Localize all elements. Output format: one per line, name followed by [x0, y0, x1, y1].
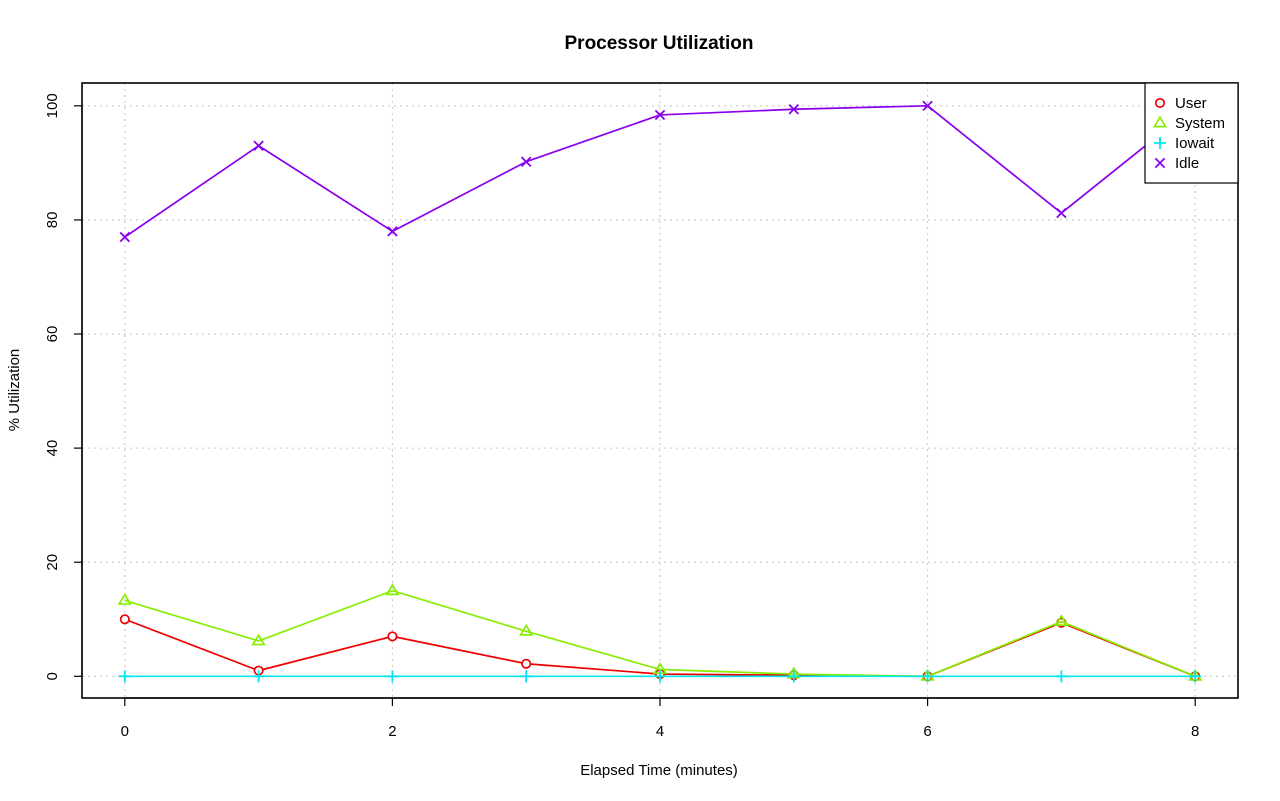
data-point-iowait	[921, 670, 934, 683]
x-axis: 0 2 4 6 8	[121, 697, 1199, 740]
data-point-user	[119, 614, 130, 625]
y-axis-label: % Utilization	[6, 349, 23, 432]
y-tick-label: 60	[44, 326, 61, 343]
data-point-system	[251, 633, 266, 646]
series-lines	[117, 100, 1203, 683]
data-point-iowait	[386, 670, 399, 683]
legend-label-iowait: Iowait	[1175, 135, 1215, 152]
x-tick-label: 0	[121, 723, 129, 740]
data-point-system	[385, 583, 400, 596]
y-tick-label: 20	[44, 554, 61, 571]
data-point-iowait	[787, 670, 800, 683]
data-point-idle	[119, 231, 131, 243]
data-point-idle	[788, 104, 800, 115]
data-point-system	[1054, 614, 1069, 627]
data-point-iowait	[252, 670, 265, 683]
data-point-iowait	[1055, 670, 1068, 683]
data-point-system	[519, 623, 534, 636]
x-tick-label: 6	[923, 723, 931, 740]
legend-marker-iowait	[1154, 137, 1166, 149]
data-point-idle	[520, 156, 532, 167]
data-point-idle	[253, 140, 264, 151]
x-axis-label: Elapsed Time (minutes)	[580, 762, 738, 779]
legend-label-idle: Idle	[1175, 155, 1199, 172]
grid-lines	[82, 83, 1238, 698]
chart-title: Processor Utilization	[565, 33, 754, 54]
y-axis: 0 20 40 60 80 100	[44, 93, 83, 680]
legend-label-system: System	[1175, 115, 1225, 132]
y-tick-label: 100	[44, 93, 61, 118]
data-point-iowait	[654, 670, 666, 683]
x-tick-label: 4	[656, 723, 664, 740]
legend-marker-idle	[1154, 157, 1166, 169]
legend-label-user: User	[1175, 95, 1207, 112]
y-tick-label: 40	[44, 440, 61, 457]
data-point-idle	[922, 100, 933, 112]
series-idle	[119, 100, 1201, 243]
data-point-system	[117, 592, 132, 605]
data-point-user	[521, 658, 532, 669]
legend-marker-user	[1154, 97, 1166, 109]
y-tick-label: 0	[44, 672, 61, 680]
data-point-iowait	[1189, 670, 1202, 683]
x-tick-label: 8	[1191, 723, 1199, 740]
data-point-iowait	[520, 670, 533, 683]
y-tick-label: 80	[44, 212, 61, 229]
series-line-system	[124, 589, 1196, 678]
data-point-idle	[1056, 207, 1067, 219]
legend-marker-system	[1152, 115, 1168, 128]
x-tick-label: 2	[388, 723, 396, 740]
data-point-idle	[387, 226, 398, 237]
data-point-user	[387, 631, 398, 642]
data-point-idle	[654, 109, 666, 121]
data-point-iowait	[118, 670, 131, 683]
series-iowait	[118, 670, 1202, 683]
legend: User System Iowait Idle	[1144, 82, 1239, 184]
